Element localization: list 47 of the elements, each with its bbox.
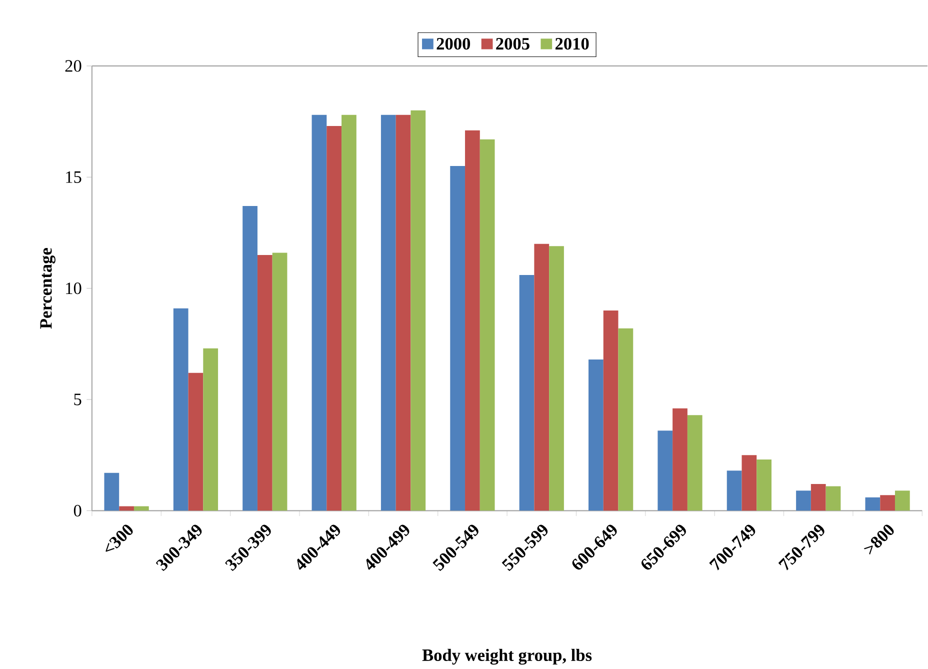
bar [618, 328, 634, 511]
legend-label: 2005 [496, 38, 530, 50]
bar [257, 254, 272, 511]
bar [465, 130, 480, 511]
bar [119, 506, 134, 511]
bar [242, 206, 258, 511]
bar [549, 246, 564, 511]
x-tick-label: <300 [106, 524, 133, 552]
bar [380, 114, 396, 511]
y-tick-label: 10 [66, 282, 82, 294]
bar [104, 472, 120, 511]
bar [188, 372, 204, 511]
bar [173, 308, 188, 511]
bar [410, 110, 426, 511]
y-axis-title: Percentage [40, 248, 56, 329]
legend-label: 2010 [555, 38, 589, 50]
bar [603, 310, 618, 511]
bar [726, 470, 742, 511]
bar [134, 506, 149, 511]
bar [658, 430, 673, 511]
bar [742, 455, 757, 511]
y-tick-label: 20 [65, 60, 82, 72]
bar [519, 274, 534, 511]
y-tick-label: 15 [66, 171, 82, 183]
bar [326, 126, 342, 511]
bar [756, 460, 772, 511]
x-axis-title: Body weight group, lbs [422, 648, 592, 665]
bar [810, 484, 826, 511]
bar [396, 114, 411, 511]
bar [480, 139, 495, 511]
y-tick-label: 0 [74, 504, 82, 516]
bar [534, 244, 550, 511]
bar [880, 495, 895, 511]
y-tick-label: 5 [74, 394, 82, 406]
bar [342, 114, 356, 511]
bar [203, 348, 218, 511]
legend-label: 2000 [436, 38, 470, 50]
bar [450, 166, 466, 511]
bar [588, 359, 604, 511]
bar [865, 497, 880, 511]
bar [272, 252, 288, 511]
bar [312, 114, 327, 511]
bar [894, 490, 910, 511]
bar [796, 490, 811, 511]
bar [672, 408, 688, 511]
bar [687, 415, 702, 511]
bar [826, 486, 841, 511]
